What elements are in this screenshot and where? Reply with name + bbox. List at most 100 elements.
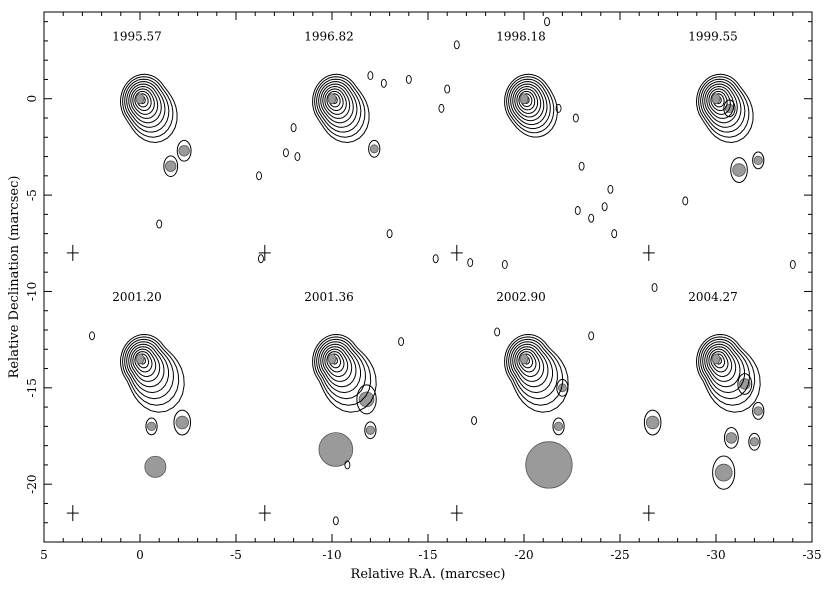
panel-3: 1998.18 (450, 30, 558, 261)
noise-contour (294, 152, 301, 161)
axes: 5 0 -5 -10 -15 -20 -25 -30 -35 0 -5 -10 -15 -20 (25, 12, 822, 562)
core-contour (320, 343, 357, 388)
core-contour (132, 348, 157, 378)
core-contour (324, 348, 349, 378)
jet-contour (752, 151, 765, 170)
core-contour (316, 338, 366, 400)
noise-contour (156, 219, 163, 229)
jet-component (714, 463, 733, 482)
core-contour (516, 348, 541, 378)
x-tick-label: 0 (136, 548, 144, 562)
jet-component (753, 155, 763, 166)
jet-component (175, 415, 189, 430)
x-tick-label: -10 (322, 548, 341, 562)
epoch-label: 1999.55 (688, 30, 738, 44)
core-contour (512, 83, 545, 122)
core-contour (312, 73, 370, 144)
core-contour (126, 81, 166, 128)
core-component (327, 353, 337, 365)
core-contour (320, 83, 354, 124)
jet-contour (748, 432, 761, 451)
x-tick-label: -5 (230, 548, 242, 562)
epoch-label: 2001.36 (304, 290, 354, 304)
panel-1: 1995.57 (66, 30, 192, 261)
jet-component (365, 425, 376, 435)
core-contour (134, 90, 152, 112)
jet-component (178, 145, 190, 157)
jet-component (645, 415, 660, 430)
core-contour (702, 81, 742, 128)
core-component (519, 93, 529, 105)
core-contour (704, 83, 738, 124)
x-tick-label: -20 (514, 548, 533, 562)
core-contour (518, 351, 537, 373)
core-contour (508, 78, 551, 130)
jet-contour (737, 373, 753, 395)
jet-component (749, 437, 760, 447)
panel-2: 1996.82 (258, 30, 381, 261)
core-contour (702, 341, 745, 394)
noise-contour (494, 327, 501, 337)
core-contour (510, 341, 553, 394)
core-contour (128, 83, 162, 124)
y-tick-label: -20 (25, 475, 39, 494)
core-contour (514, 85, 542, 118)
core-contour (514, 346, 545, 382)
x-tick-label: -30 (706, 548, 725, 562)
noise-contour (572, 113, 579, 123)
jet-component (165, 160, 177, 172)
core-contour (706, 85, 735, 119)
core-contour (130, 346, 161, 382)
core-component (711, 93, 721, 105)
noise-contour (89, 331, 95, 341)
epoch-label: 2004.27 (688, 290, 738, 304)
core-contour (700, 78, 746, 133)
core-contour (695, 73, 754, 144)
core-contour (698, 336, 756, 406)
noise-contour (344, 460, 351, 470)
core-contour (130, 85, 159, 119)
jet-contour (356, 384, 377, 415)
core-contour (119, 333, 185, 413)
jet-contour (556, 378, 569, 397)
core-contour (322, 346, 353, 382)
jet-component (553, 421, 564, 431)
jet-component (144, 455, 167, 478)
noise-contour (555, 103, 562, 113)
core-contour (508, 338, 558, 400)
core-contour (322, 85, 351, 119)
noise-contour (588, 331, 595, 341)
noise-contour (367, 71, 374, 81)
panel-4: 1999.55 (642, 30, 765, 261)
panel-8: 2004.27 (642, 290, 765, 522)
jet-component (146, 421, 157, 431)
jet-contour (364, 421, 377, 440)
jet-contour (176, 139, 192, 162)
noise-contour (444, 84, 451, 94)
noise-contour (438, 103, 445, 113)
core-contour (710, 90, 728, 112)
core-contour (128, 343, 165, 388)
jet-component (753, 406, 763, 416)
y-tick-label: 0 (25, 95, 39, 103)
core-contour (706, 346, 737, 382)
epoch-label: 2002.90 (496, 290, 546, 304)
noise-contour (682, 196, 689, 206)
y-axis-label: Relative Declination (marcsec) (7, 176, 22, 379)
jet-contour (163, 155, 179, 178)
core-contour (516, 88, 539, 114)
noise-contour (282, 148, 289, 158)
noise-contour (467, 258, 474, 267)
jet-component (525, 441, 573, 489)
noise-contour (405, 75, 412, 84)
core-component (135, 93, 145, 105)
noise-contour (789, 260, 796, 269)
core-component (135, 353, 145, 365)
noise-contour (588, 213, 595, 223)
jet-component (369, 144, 379, 154)
jet-contour (723, 99, 736, 118)
noise-contour (380, 78, 387, 88)
noise-contour (574, 206, 581, 215)
noise-contour (398, 337, 405, 347)
